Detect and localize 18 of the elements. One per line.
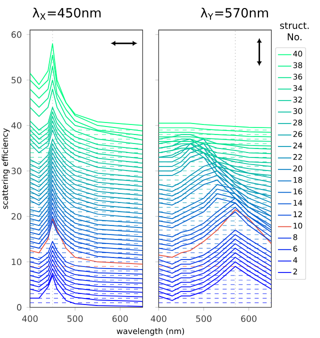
chart-title: λ$_{Y}$=570nm xyxy=(200,8,268,20)
y-tick-label: 10 xyxy=(12,258,22,266)
y-tick-label: 50 xyxy=(12,76,22,84)
y-tick-label: 30 xyxy=(12,168,22,174)
y-tick-label: 20 xyxy=(12,213,22,220)
x-tick-label: 500 xyxy=(196,315,212,322)
legend-title: struct. No. xyxy=(280,22,309,40)
x-tick-label: 600 xyxy=(241,315,256,322)
y-tick-label: 40 xyxy=(11,122,22,129)
x-tick-label: 600 xyxy=(112,315,128,322)
x-tick-label: 400 xyxy=(22,315,38,322)
y-tick-label: 0 xyxy=(17,304,22,311)
x-tick-label: 400 xyxy=(150,315,166,322)
chart-title: λ$_{X}$=450nm xyxy=(32,8,101,20)
y-tick-label: 60 xyxy=(12,31,22,38)
y-axis-title: scattering efficiency xyxy=(2,128,10,209)
x-tick-label: 500 xyxy=(67,315,83,322)
x-axis-title: wavelength (nm) xyxy=(116,328,184,336)
